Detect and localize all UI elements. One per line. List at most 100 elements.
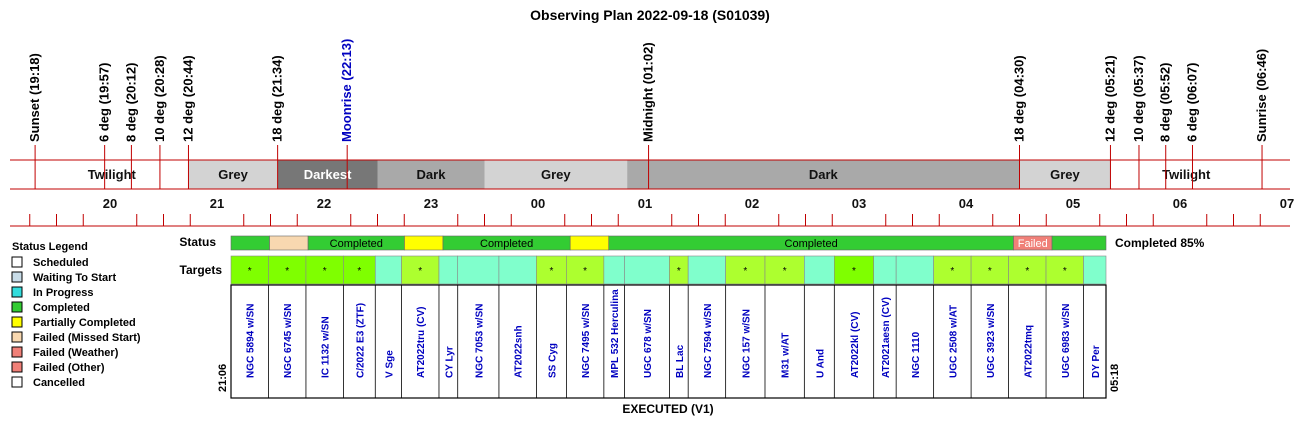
hour-label: 05 [1066,196,1080,211]
status-summary: Completed 85% [1115,236,1205,250]
target-block [895,255,934,285]
target-mark: * [1025,266,1029,277]
target-block [457,255,500,285]
target-name: MPL 532 Herculina [610,289,621,378]
target-name: NGC 7053 w/SN [474,304,485,378]
target-name: NGC 1110 [911,331,922,378]
target-name: U And [815,349,826,378]
target-name: DY Per [1091,345,1102,378]
target-name: UGC 2508 w/AT [948,305,959,378]
legend-swatch [11,286,23,298]
legend-swatch [11,361,23,373]
status-segment [1051,235,1107,251]
period-band [1110,160,1263,189]
target-name: SS Cyg [547,343,558,378]
legend-item-label: Completed [33,302,90,314]
target-block [498,255,537,285]
target-block [603,255,625,285]
event-label: 12 deg (20:44) [180,55,195,142]
legend-swatch [11,316,23,328]
period-label: Twilight [1162,167,1211,182]
target-mark: * [950,266,954,277]
target-block [374,255,402,285]
status-segment [404,235,444,251]
target-block [305,255,344,285]
status-segment [230,235,270,251]
period-band [188,160,278,189]
hour-label: 02 [745,196,759,211]
target-name: NGC 5894 w/SN [246,304,257,378]
target-block [1045,255,1084,285]
hour-label: 23 [424,196,438,211]
legend-item-label: Partially Completed [33,317,136,329]
event-label: 8 deg (05:52) [1158,63,1173,142]
chart-title: Observing Plan 2022-09-18 (S01039) [530,7,770,23]
period-label: Dark [809,167,839,182]
period-band [1019,160,1111,189]
status-row-label: Status [179,235,216,249]
target-name: AT2022tmq [1023,325,1034,378]
hour-label: 00 [531,196,545,211]
event-label: 8 deg (20:12) [123,63,138,142]
target-name: UGC 678 w/SN [643,309,654,378]
target-name: M31 w/AT [781,333,792,378]
target-name: NGC 157 w/SN [741,309,752,378]
target-name: CY Lyr [444,346,455,378]
legend-item-label: Failed (Missed Start) [33,332,141,344]
event-label: 6 deg (06:07) [1184,63,1199,142]
target-name: AT2022tru (CV) [416,307,427,379]
legend-swatch [11,331,23,343]
status-segment [569,235,610,251]
target-block [438,255,459,285]
period-label: Grey [218,167,248,182]
target-mark: * [248,266,252,277]
target-block [834,255,874,285]
timeline: Twilight Grey Darkest Dark Grey Dark Grey Twili… [10,39,1294,227]
legend-swatch [11,301,23,313]
event-label: 18 deg (04:30) [1012,55,1027,142]
target-block [1083,255,1107,285]
period-band [277,160,378,189]
legend-item-label: Failed (Other) [33,362,105,374]
target-name: AT2022kl (CV) [850,311,861,378]
target-name: BL Lac [675,344,686,378]
target-block [804,255,835,285]
target-name: C/2022 E3 (ZTF) [355,303,366,378]
target-block [343,255,376,285]
event-label: Sunset (19:18) [27,53,42,142]
target-block [933,255,972,285]
event-label: 12 deg (05:21) [1102,55,1117,142]
target-mark: * [418,266,422,277]
target-name: NGC 6745 w/SN [283,304,294,378]
legend-item-label: In Progress [33,287,94,299]
hour-label: 07 [1280,196,1294,211]
hour-label: 06 [1173,196,1187,211]
period-band [627,160,1020,189]
hour-label: 04 [959,196,974,211]
target-mark: * [583,266,587,277]
period-label: Darkest [304,167,352,182]
period-band [484,160,628,189]
legend-item-label: Failed (Weather) [33,347,119,359]
executed-footer: EXECUTED (V1) [622,402,713,416]
target-name: AT2021aesn (CV) [881,297,892,378]
target-mark: * [852,266,856,277]
target-block [970,255,1009,285]
status-segment-label: Failed [1018,238,1048,250]
target-mark: * [357,266,361,277]
target-name: NGC 7594 w/SN [703,304,714,378]
event-label: 6 deg (19:57) [97,63,112,142]
status-segment-label: Completed [480,238,533,250]
hour-label: 22 [317,196,331,211]
target-name: V Sge [384,350,395,378]
target-block [268,255,307,285]
event-label: Midnight (01:02) [641,42,656,142]
legend-swatch [11,346,23,358]
target-name: NGC 7495 w/SN [581,304,592,378]
target-block [401,255,440,285]
target-block [725,255,766,285]
target-mark: * [323,266,327,277]
target-mark: * [677,266,681,277]
legend-swatch [11,271,23,283]
period-band [35,160,189,189]
